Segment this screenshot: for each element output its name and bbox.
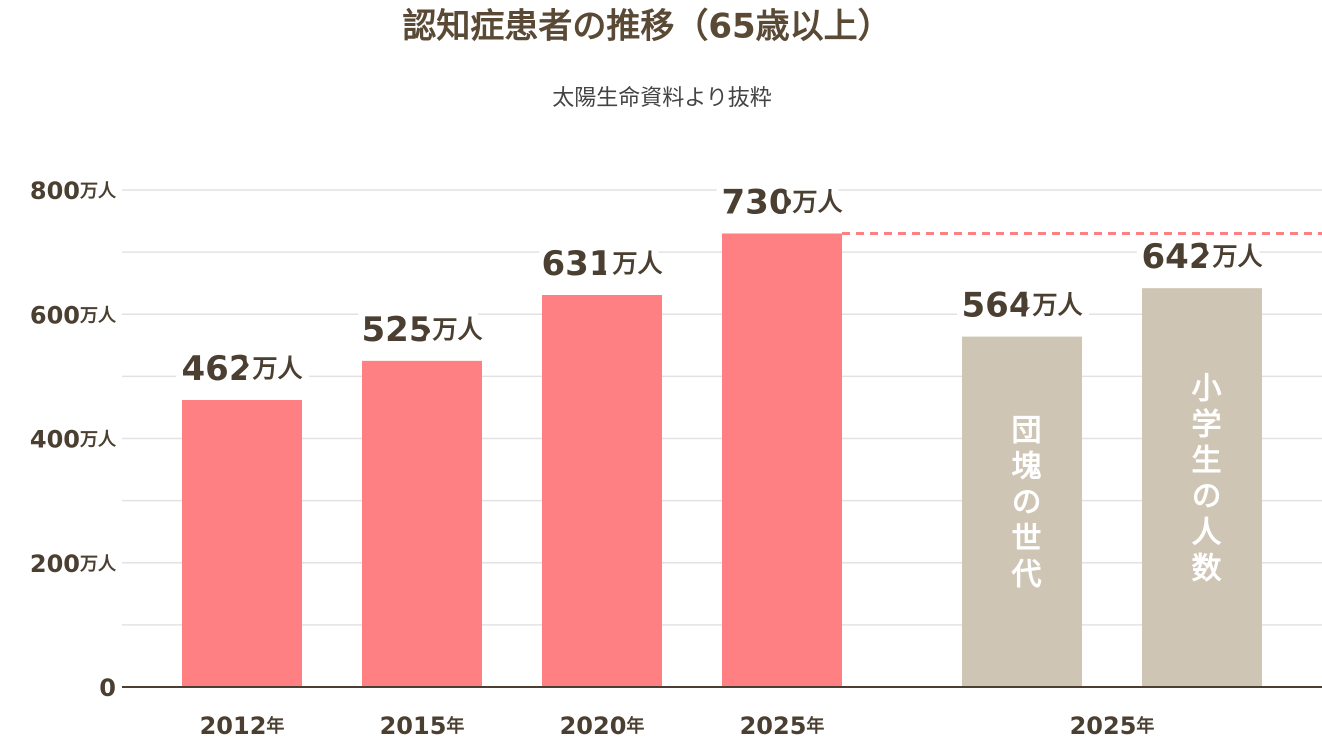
y-tick-label: 400万人 (30, 426, 117, 454)
y-tick-label: 0 (99, 674, 116, 702)
bar (542, 294, 662, 687)
x-tick-label: 2025年 (740, 712, 825, 740)
x-tick-label: 2020年 (560, 712, 645, 740)
value-label: 631万人 (542, 243, 663, 283)
value-label: 642万人 (1142, 237, 1263, 277)
y-tick-label: 800万人 (30, 177, 117, 205)
bar (722, 233, 842, 688)
chart-subtitle: 太陽生命資料より抜粋 (552, 86, 772, 111)
bar (1142, 288, 1262, 687)
bar-name: 団塊の世代 (1006, 414, 1043, 594)
bar (182, 399, 302, 687)
value-label: 564万人 (962, 285, 1083, 325)
y-tick-label: 600万人 (30, 301, 117, 329)
value-label: 730万人 (722, 182, 843, 222)
x-tick-label: 2012年 (200, 712, 285, 740)
bar (362, 360, 482, 687)
bar (962, 336, 1082, 687)
y-tick-label: 200万人 (30, 550, 117, 578)
value-label: 462万人 (182, 348, 303, 388)
x-tick-label: 2025年 (1070, 712, 1155, 740)
chart-title: 認知症患者の推移（65歳以上） (402, 7, 891, 47)
value-label: 525万人 (362, 309, 483, 349)
bar-name: 小学生の人数 (1186, 372, 1222, 588)
x-tick-label: 2015年 (380, 712, 465, 740)
